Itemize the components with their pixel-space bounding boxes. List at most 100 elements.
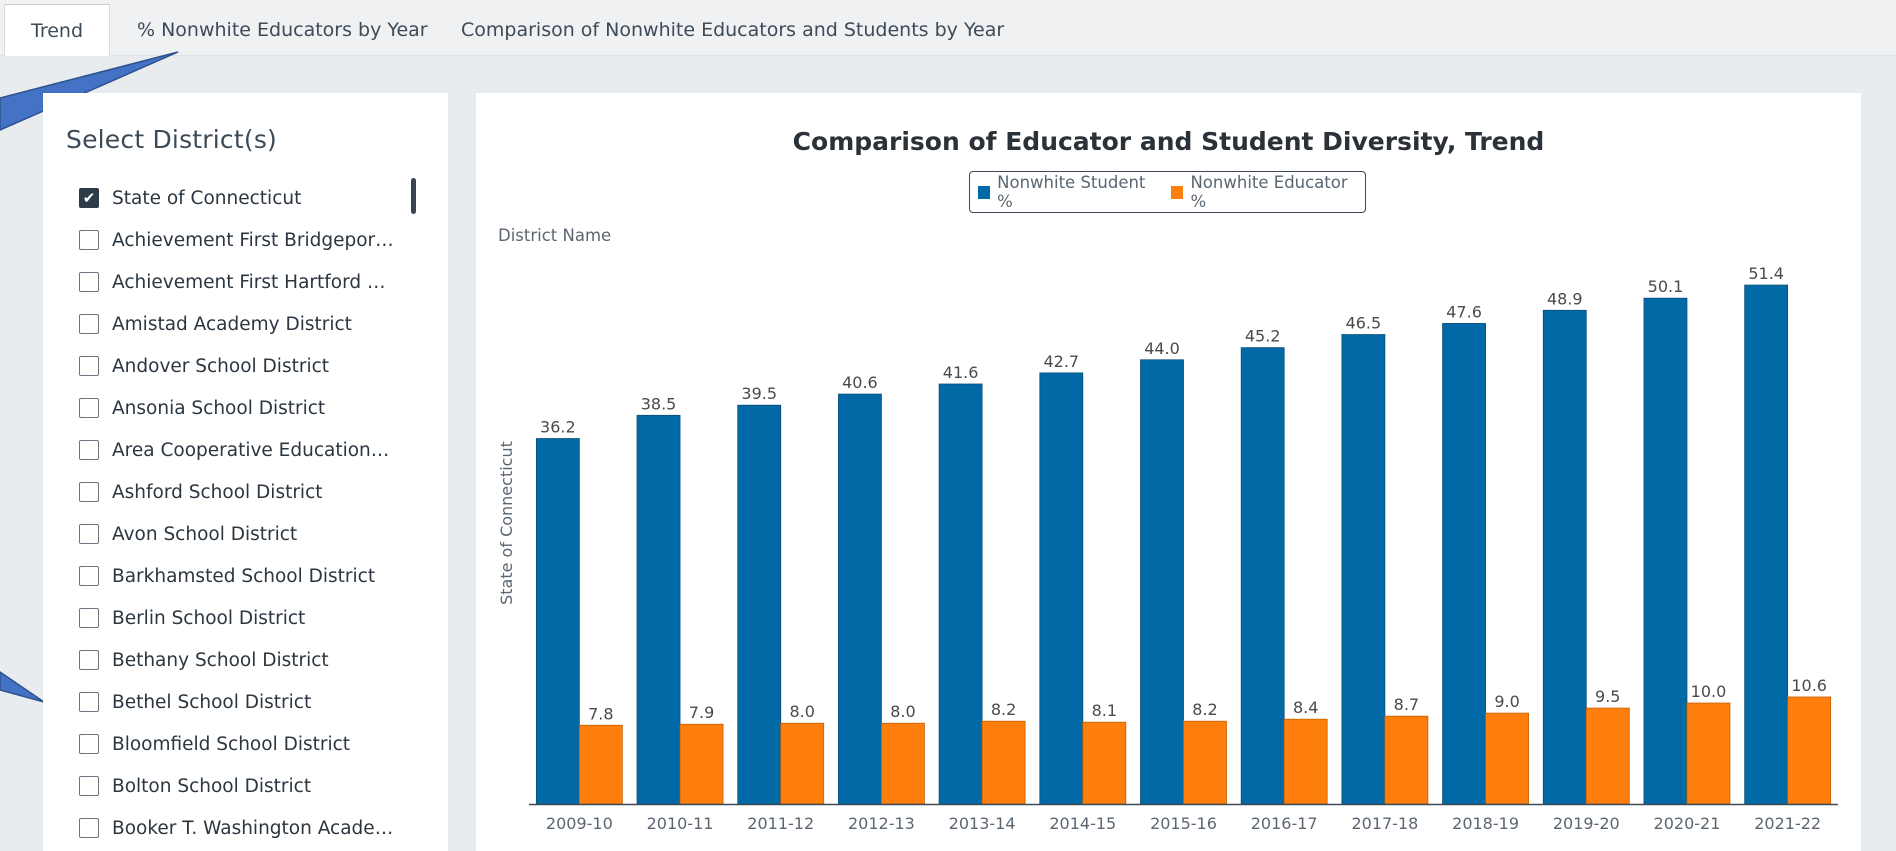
bar-student[interactable] bbox=[1442, 323, 1486, 805]
x-tick-label: 2015-16 bbox=[1150, 814, 1217, 833]
bar-student[interactable] bbox=[535, 438, 580, 805]
bar-educator[interactable] bbox=[981, 720, 1026, 805]
x-tick-label: 2013-14 bbox=[949, 814, 1016, 833]
district-label: Andover School District bbox=[112, 355, 330, 377]
bar-student[interactable] bbox=[1140, 359, 1184, 805]
bar-student[interactable] bbox=[1341, 334, 1386, 805]
bar-educator[interactable] bbox=[679, 723, 724, 805]
bar-student[interactable] bbox=[938, 383, 983, 805]
district-checkbox[interactable] bbox=[79, 482, 99, 502]
data-label: 8.4 bbox=[1293, 698, 1318, 717]
district-checkbox[interactable] bbox=[79, 692, 99, 712]
district-item[interactable]: Bethel School District bbox=[79, 681, 409, 723]
district-checkbox[interactable] bbox=[79, 440, 99, 460]
bar-student[interactable] bbox=[1240, 347, 1285, 805]
bar-educator[interactable] bbox=[881, 722, 925, 805]
data-label: 46.5 bbox=[1346, 314, 1382, 333]
district-checkbox[interactable] bbox=[79, 230, 99, 250]
district-item[interactable]: Ashford School District bbox=[79, 471, 409, 513]
data-label: 9.5 bbox=[1595, 687, 1620, 706]
district-checkbox[interactable] bbox=[79, 314, 99, 334]
bar-student[interactable] bbox=[1744, 284, 1789, 805]
legend-label-student: Nonwhite Student % bbox=[997, 173, 1146, 211]
bar-educator[interactable] bbox=[1183, 720, 1227, 805]
district-checkbox[interactable] bbox=[79, 650, 99, 670]
data-label: 8.2 bbox=[991, 700, 1016, 719]
data-label: 9.0 bbox=[1494, 692, 1519, 711]
data-label: 8.0 bbox=[790, 702, 815, 721]
callout-pointer-bottom bbox=[0, 671, 45, 703]
bar-educator[interactable] bbox=[1686, 702, 1731, 805]
district-item[interactable]: Bethany School District bbox=[79, 639, 409, 681]
district-item[interactable]: Booker T. Washington Academy District bbox=[79, 807, 409, 849]
district-label: Bethany School District bbox=[112, 649, 329, 671]
bar-educator[interactable] bbox=[1585, 707, 1630, 805]
data-label: 38.5 bbox=[641, 394, 677, 413]
bar-educator[interactable] bbox=[578, 724, 623, 805]
data-label: 50.1 bbox=[1648, 277, 1684, 296]
district-item[interactable]: Berlin School District bbox=[79, 597, 409, 639]
bar-student[interactable] bbox=[636, 414, 681, 805]
legend-item-student[interactable]: Nonwhite Student % bbox=[978, 173, 1155, 211]
data-label: 8.2 bbox=[1192, 700, 1217, 719]
bar-educator[interactable] bbox=[780, 722, 825, 805]
district-checkbox[interactable] bbox=[79, 356, 99, 376]
district-item[interactable]: Amistad Academy District bbox=[79, 303, 409, 345]
district-label: Barkhamsted School District bbox=[112, 565, 376, 587]
district-item[interactable]: Avon School District bbox=[79, 513, 409, 555]
district-label: Avon School District bbox=[112, 523, 298, 545]
data-label: 8.1 bbox=[1092, 701, 1117, 720]
bar-student[interactable] bbox=[737, 404, 782, 805]
district-item[interactable]: Area Cooperative Educational Services bbox=[79, 429, 409, 471]
district-checkbox[interactable] bbox=[79, 818, 99, 838]
bar-student[interactable] bbox=[1039, 372, 1084, 805]
district-label: Achievement First Bridgeport Academy Dis… bbox=[112, 229, 397, 251]
tab-trend[interactable]: Trend bbox=[4, 4, 110, 56]
district-item[interactable]: Achievement First Hartford Academy Distr… bbox=[79, 261, 409, 303]
scrollbar-thumb[interactable] bbox=[411, 178, 416, 214]
bar-student[interactable] bbox=[1542, 309, 1587, 805]
tab-comparison-by-year[interactable]: Comparison of Nonwhite Educators and Stu… bbox=[461, 19, 1005, 41]
x-tick-label: 2011-12 bbox=[747, 814, 814, 833]
district-item[interactable]: Barkhamsted School District bbox=[79, 555, 409, 597]
district-label: Amistad Academy District bbox=[112, 313, 352, 335]
legend-item-educator[interactable]: Nonwhite Educator % bbox=[1171, 173, 1357, 211]
district-checkbox[interactable]: ✔ bbox=[79, 188, 99, 208]
data-label: 36.2 bbox=[540, 418, 576, 437]
district-label: Bolton School District bbox=[112, 775, 312, 797]
district-checkbox[interactable] bbox=[79, 608, 99, 628]
district-checkbox[interactable] bbox=[79, 272, 99, 292]
district-label: Bloomfield School District bbox=[112, 733, 351, 755]
district-item[interactable]: Bloomfield School District bbox=[79, 723, 409, 765]
bar-student[interactable] bbox=[838, 393, 882, 805]
tab-nonwhite-educators-by-year[interactable]: % Nonwhite Educators by Year bbox=[137, 19, 428, 41]
district-label: Ansonia School District bbox=[112, 397, 326, 419]
data-label: 47.6 bbox=[1446, 302, 1482, 321]
district-checkbox[interactable] bbox=[79, 524, 99, 544]
x-tick-label: 2019-20 bbox=[1553, 814, 1620, 833]
district-checkbox[interactable] bbox=[79, 776, 99, 796]
district-label: Achievement First Hartford Academy Distr… bbox=[112, 271, 397, 293]
bar-educator[interactable] bbox=[1384, 715, 1429, 805]
x-tick-label: 2017-18 bbox=[1351, 814, 1418, 833]
district-item[interactable]: Andover School District bbox=[79, 345, 409, 387]
bar-educator[interactable] bbox=[1485, 712, 1529, 805]
district-checkbox[interactable] bbox=[79, 566, 99, 586]
data-label: 44.0 bbox=[1144, 339, 1180, 358]
bar-educator[interactable] bbox=[1283, 718, 1328, 805]
district-checkbox[interactable] bbox=[79, 734, 99, 754]
x-tick-label: 2018-19 bbox=[1452, 814, 1519, 833]
data-label: 48.9 bbox=[1547, 289, 1583, 308]
district-item[interactable]: Bolton School District bbox=[79, 765, 409, 807]
district-checkbox[interactable] bbox=[79, 398, 99, 418]
district-item[interactable]: Ansonia School District bbox=[79, 387, 409, 429]
data-label: 8.0 bbox=[890, 702, 915, 721]
district-item[interactable]: ✔ State of Connecticut bbox=[79, 177, 409, 219]
bar-educator[interactable] bbox=[1787, 696, 1832, 805]
district-label: Booker T. Washington Academy District bbox=[112, 817, 397, 839]
bar-educator[interactable] bbox=[1082, 721, 1127, 805]
bar-student[interactable] bbox=[1643, 297, 1688, 805]
x-tick-label: 2014-15 bbox=[1049, 814, 1116, 833]
data-label: 42.7 bbox=[1043, 352, 1079, 371]
district-item[interactable]: Achievement First Bridgeport Academy Dis… bbox=[79, 219, 409, 261]
